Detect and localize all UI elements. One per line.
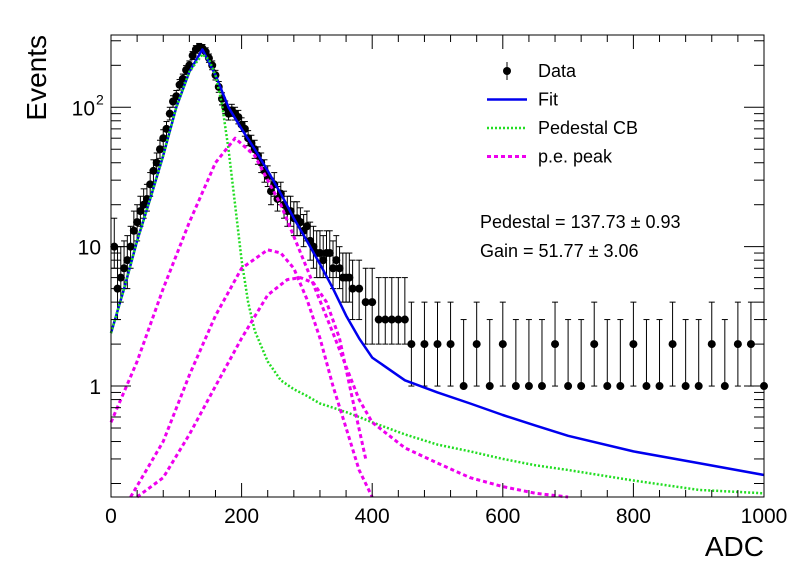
data-point [446, 340, 455, 349]
data-point [577, 382, 586, 391]
x-tick-label: 0 [105, 505, 117, 528]
data-point [123, 256, 132, 265]
data-point [498, 340, 507, 349]
plot-frame [110, 34, 765, 498]
data-point [720, 382, 729, 391]
data-point [172, 92, 181, 101]
data-point [642, 382, 651, 391]
data-point [524, 382, 533, 391]
legend-entry: p.e. peak [487, 147, 613, 167]
data-point [551, 340, 560, 349]
y-tick-label: 1 [89, 376, 101, 399]
data-point [129, 226, 138, 235]
data-point [348, 284, 357, 293]
x-tick-label: 400 [355, 505, 390, 528]
data-point [165, 109, 174, 118]
data-point [616, 382, 625, 391]
data-point [668, 340, 677, 349]
data-point [266, 187, 275, 196]
legend-label: Data [538, 61, 577, 81]
legend-entry: Data [503, 61, 577, 81]
data-point [629, 340, 638, 349]
p-e-peak-curve-3 [109, 136, 569, 499]
legend: Data Fit Pedestal CB p.e. peak [487, 61, 638, 167]
data-point [302, 222, 311, 231]
data-point [694, 382, 703, 391]
fit-curve-1 [109, 48, 765, 477]
data-point [590, 340, 599, 349]
data-point [120, 264, 129, 273]
data-point [485, 382, 494, 391]
data-point [400, 315, 409, 324]
data-point [407, 340, 416, 349]
data-point [329, 264, 338, 273]
legend-label: Pedestal CB [538, 118, 638, 138]
data-point [420, 340, 429, 349]
p-e-peak-curve-5 [136, 276, 368, 499]
data-point [368, 298, 377, 307]
data-point [459, 382, 468, 391]
data-point [381, 315, 390, 324]
data-point [537, 382, 546, 391]
data-point [361, 298, 370, 307]
legend-entry: Fit [487, 90, 558, 110]
data-point [133, 218, 142, 227]
data-point [136, 207, 145, 216]
legend-label: Fit [538, 90, 558, 110]
data-point [319, 256, 328, 265]
p-e-peak-curve-4 [129, 248, 374, 498]
data-point [707, 340, 716, 349]
x-tick-label: 800 [616, 505, 651, 528]
data-point [325, 249, 334, 258]
data-layer [109, 42, 768, 499]
y-tick-label: 10 [78, 237, 101, 260]
fit-result-text: Gain = 51.77 ± 3.06 [480, 241, 639, 261]
data-point [394, 315, 403, 324]
x-tick-label: 200 [224, 505, 259, 528]
x-tick-label: 1000 [741, 505, 788, 528]
fit-result-text: Pedestal = 137.73 ± 0.93 [480, 212, 681, 232]
data-point [315, 249, 324, 258]
y-tick-exponent: 2 [96, 91, 104, 107]
data-point [511, 382, 520, 391]
data-point [374, 315, 383, 324]
data-point [332, 256, 341, 265]
legend-entry: Pedestal CB [487, 118, 638, 138]
data-point [433, 340, 442, 349]
data-point [603, 382, 612, 391]
legend-marker [503, 67, 511, 75]
data-point [387, 315, 396, 324]
data-point [345, 273, 354, 282]
data-point [175, 80, 184, 89]
data-point [733, 340, 742, 349]
y-axis-title: Events [21, 35, 52, 121]
data-point [162, 124, 171, 133]
fit-results: Pedestal = 137.73 ± 0.93 Gain = 51.77 ± 3… [480, 212, 681, 261]
data-point [152, 158, 161, 167]
data-point [681, 382, 690, 391]
x-axis-title: ADC [705, 531, 764, 562]
data-point [335, 264, 344, 273]
y-tick-label: 10 [72, 97, 95, 120]
data-point [746, 340, 755, 349]
legend-label: p.e. peak [538, 147, 613, 167]
data-point [472, 340, 481, 349]
data-point [655, 382, 664, 391]
data-point [355, 284, 364, 293]
data-point [564, 382, 573, 391]
x-tick-label: 600 [485, 505, 520, 528]
